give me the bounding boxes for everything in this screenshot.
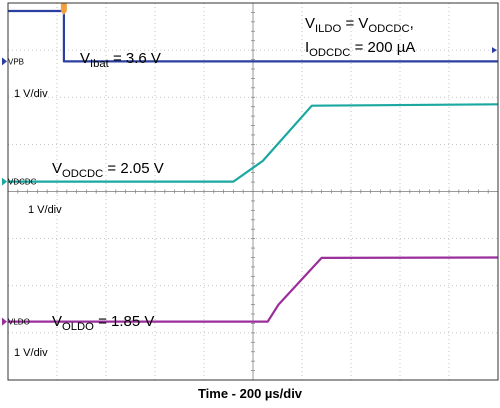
trigger-position-marker	[60, 3, 67, 15]
trace-vpb	[8, 9, 498, 63]
traces	[8, 9, 499, 323]
trigger-level-marker	[492, 47, 497, 54]
channel-marker-vldo	[2, 317, 7, 326]
annotation-vpb: VIbat = 3.6 V	[80, 50, 161, 70]
annotations: VIbat = 3.6 V 1 V/div VODCDC = 2.05 V 1 V/d…	[14, 15, 415, 359]
channel-marker-vpb	[2, 57, 7, 66]
plot-frame	[7, 2, 499, 381]
channel-label-vpb: VPB	[8, 57, 24, 66]
channel-marker-vdcdc	[2, 177, 7, 186]
scale-vdcdc: 1 V/div	[28, 204, 62, 216]
channel-label-vldo: VLDO	[8, 318, 30, 327]
note-line-1: VILDO = VODCDC,	[305, 15, 414, 35]
x-axis-label: Time - 200 µs/div	[197, 386, 303, 401]
scale-vpb: 1 V/div	[14, 88, 48, 100]
scale-vldo: 1 V/div	[14, 347, 48, 359]
trace-vdcdc	[8, 103, 499, 183]
trace-vldo	[8, 256, 499, 323]
channel-markers: VPB VDCDC VLDO	[2, 3, 497, 327]
annotation-vldo: VOLDO = 1.85 V	[52, 313, 154, 333]
graticule	[7, 2, 499, 381]
annotation-vdcdc: VODCDC = 2.05 V	[52, 160, 164, 180]
channel-label-vdcdc: VDCDC	[8, 178, 37, 187]
note-line-2: IODCDC = 200 µA	[305, 39, 415, 59]
